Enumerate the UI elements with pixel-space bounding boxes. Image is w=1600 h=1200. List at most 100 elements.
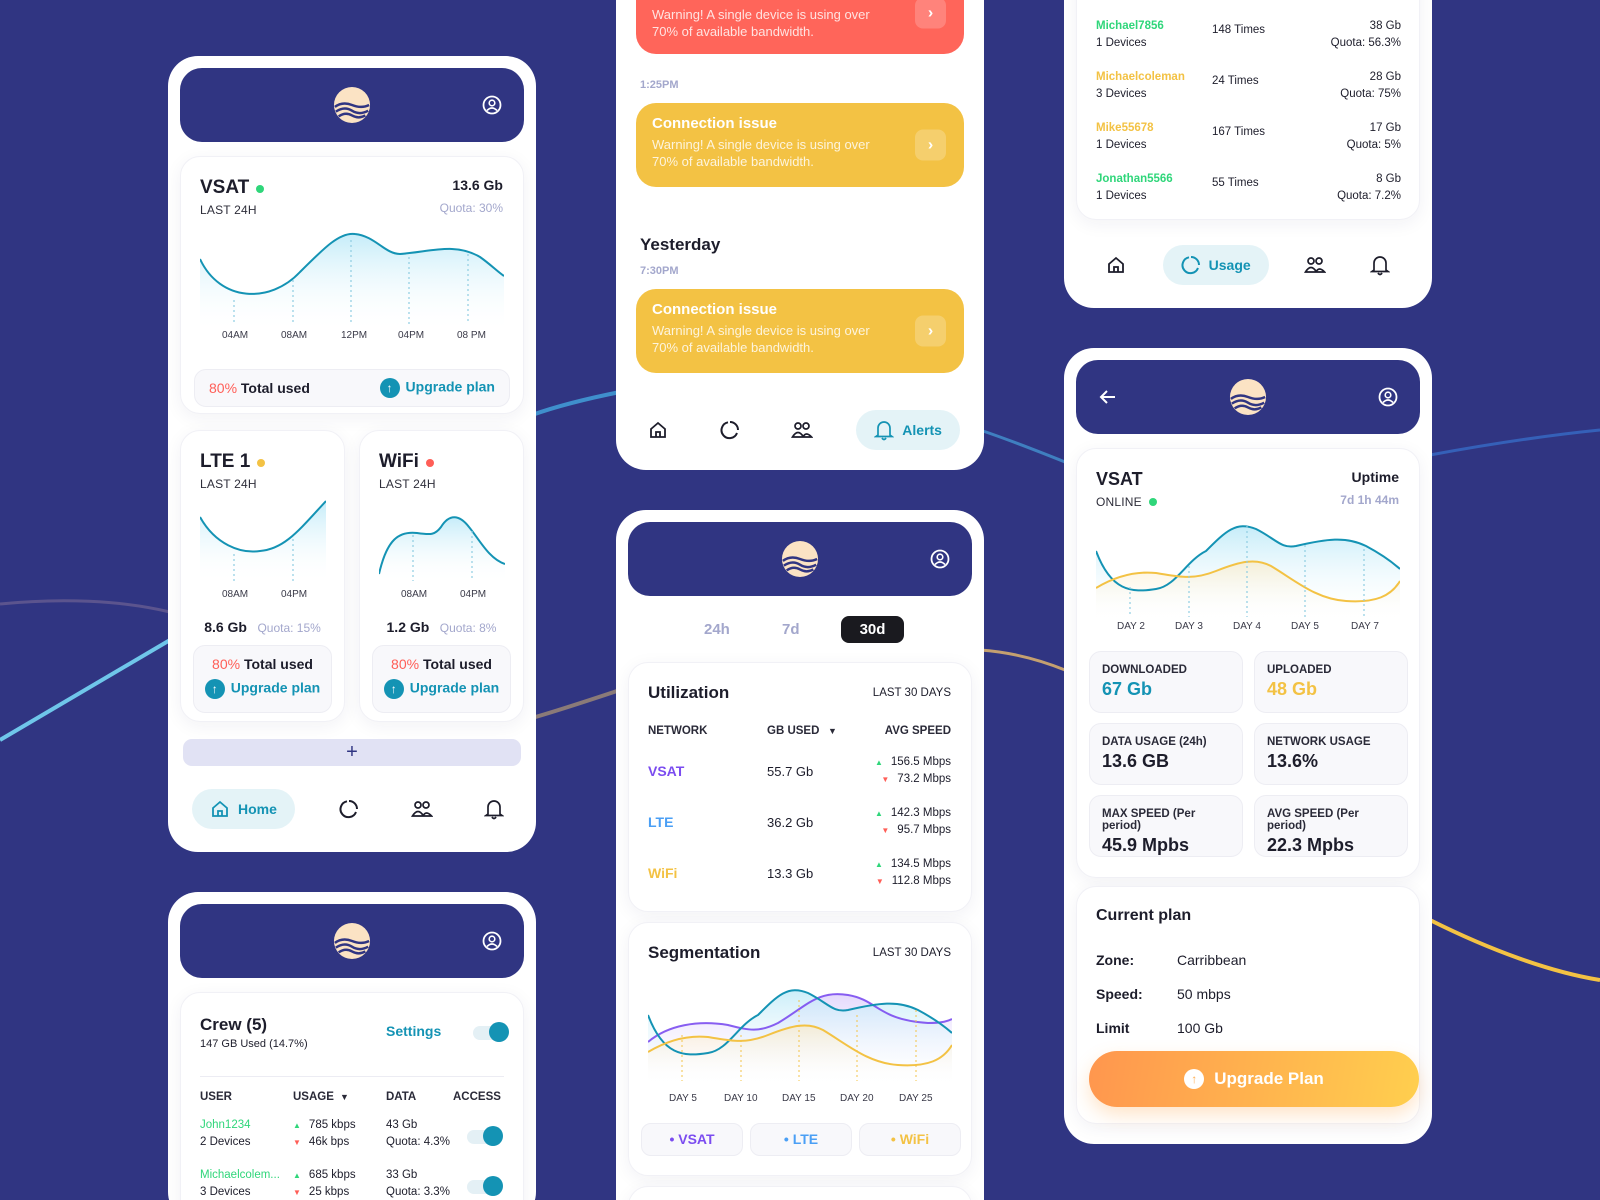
wifi-card[interactable]: WiFi LAST 24H 08AM 04PM 1.2 Gb Quota: 8%… — [359, 430, 524, 722]
nav-crew[interactable] — [784, 412, 820, 448]
alert-card-warning[interactable]: Connection issue Warning! A single devic… — [636, 103, 964, 187]
table-row[interactable]: Michaelcolem... 3 Devices ▲ 685 kbps ▼ 25 kb… — [200, 1167, 506, 1200]
status-dot-online — [256, 184, 265, 193]
tab-30d[interactable]: 30d — [841, 616, 904, 643]
crew-subtitle: 147 GB Used (14.7%) — [200, 1038, 308, 1050]
table-row[interactable]: John1234 2 Devices ▲ 785 kbps ▼ 46k bps 43 G… — [200, 1117, 506, 1157]
legend-vsat[interactable]: • VSAT — [641, 1123, 743, 1156]
table-row[interactable]: WiFi 13.3 Gb ▲ 134.5 Mbps ▼ 112.8 Mbps — [648, 856, 951, 890]
profile-icon[interactable] — [482, 931, 502, 951]
nav-crew[interactable] — [404, 791, 440, 827]
vsat-card[interactable]: VSAT LAST 24H 13.6 Gb Quota: 30% 04AM 08… — [180, 156, 524, 414]
profile-icon[interactable] — [930, 549, 950, 569]
nav-usage[interactable] — [331, 791, 367, 827]
status-dot-offline — [425, 458, 434, 467]
col-gb-used[interactable]: GB USED — [767, 725, 820, 737]
chevron-right-icon[interactable]: › — [915, 315, 946, 347]
user-name[interactable]: Jonathan5566 — [1096, 173, 1173, 185]
upgrade-plan-button[interactable]: ↑ Upgrade Plan — [1089, 1051, 1419, 1107]
nav-usage[interactable]: Usage — [1162, 245, 1269, 285]
uptime-value: 7d 1h 44m — [1340, 493, 1399, 507]
divider — [200, 1076, 504, 1077]
upgrade-plan-link[interactable]: ↑ Upgrade plan — [379, 378, 495, 398]
access-toggle[interactable] — [467, 1176, 503, 1196]
data-value: 8.6 Gb — [204, 619, 247, 635]
login-count: 167 Times — [1212, 126, 1266, 138]
used-percent: 80% — [212, 656, 241, 672]
quota-label: Quota: 15% — [257, 621, 321, 635]
stat-label: NETWORK USAGE — [1267, 736, 1371, 748]
segmentation-card: Segmentation LAST 30 DAYS DAY 5 DAY 10 D… — [628, 922, 972, 1176]
access-toggle[interactable] — [467, 1126, 503, 1146]
legend-label: WiFi — [899, 1131, 930, 1147]
arrow-down-icon: ▼ — [875, 877, 884, 886]
bottom-nav: Alerts — [640, 410, 960, 450]
axis-label: 12PM — [341, 330, 368, 341]
login-count: 148 Times — [1212, 24, 1266, 36]
axis-label: DAY 10 — [724, 1093, 758, 1104]
chevron-right-icon[interactable]: › — [915, 129, 946, 161]
upgrade-plan-link[interactable]: ↑ Upgrade plan — [373, 679, 510, 699]
user-name[interactable]: Mike55678 — [1096, 122, 1154, 134]
table-row[interactable]: Mike55678 1 Devices 167 Times 17 Gb Quota:… — [1096, 120, 1401, 156]
profile-icon[interactable] — [1378, 387, 1398, 407]
crew-title: Crew (5) — [200, 1015, 268, 1034]
next-card — [628, 1186, 972, 1200]
table-row[interactable]: Michaelcoleman 3 Devices 24 Times 28 Gb Qu… — [1096, 69, 1401, 105]
legend-wifi[interactable]: • WiFi — [859, 1123, 961, 1156]
nav-crew[interactable] — [1297, 247, 1333, 283]
col-usage[interactable]: USAGE — [293, 1091, 334, 1103]
data-used: 38 Gb — [1369, 20, 1401, 32]
table-row[interactable]: Michael7856 1 Devices 148 Times 38 Gb Quot… — [1096, 18, 1401, 54]
col-user: USER — [200, 1091, 232, 1103]
back-arrow-icon[interactable] — [1098, 387, 1118, 407]
alert-card-critical[interactable]: Warning! A single device is using over 7… — [636, 0, 964, 54]
sort-caret-icon[interactable]: ▼ — [828, 726, 837, 736]
col-avg-speed: AVG SPEED — [884, 725, 951, 737]
alert-title: Connection issue — [652, 301, 778, 318]
upgrade-plan-link[interactable]: ↑ Upgrade plan — [194, 679, 331, 699]
table-row[interactable]: Jonathan5566 1 Devices 55 Times 8 Gb Quota… — [1096, 171, 1401, 207]
user-name[interactable]: Michaelcoleman — [1096, 71, 1185, 83]
nav-alerts[interactable] — [476, 791, 512, 827]
chevron-right-icon[interactable]: › — [915, 0, 946, 29]
range-label: LAST 30 DAYS — [872, 947, 951, 959]
arrow-up-icon: ↑ — [1184, 1069, 1205, 1089]
app-logo-icon — [333, 86, 371, 124]
sort-caret-icon[interactable]: ▼ — [340, 1092, 349, 1102]
tab-24h[interactable]: 24h — [704, 621, 730, 638]
add-network-button[interactable]: + — [183, 739, 521, 766]
bell-icon — [1370, 256, 1390, 276]
legend-lte[interactable]: • LTE — [750, 1123, 852, 1156]
arrow-up-icon: ↑ — [383, 679, 404, 699]
used-label: Total used — [422, 656, 492, 672]
nav-alerts[interactable]: Alerts — [856, 410, 960, 450]
nav-label: Home — [238, 801, 277, 817]
alert-card-warning[interactable]: Connection issue Warning! A single devic… — [636, 289, 964, 373]
stat-value: 67 Gb — [1102, 679, 1153, 699]
nav-label: Usage — [1208, 257, 1251, 273]
lte-card[interactable]: LTE 1 LAST 24H 08AM 04PM 8.6 Gb Quota: 1… — [180, 430, 345, 722]
nav-home[interactable] — [1098, 247, 1134, 283]
table-row[interactable]: VSAT 55.7 Gb ▲ 156.5 Mbps ▼ 73.2 Mbps — [648, 754, 951, 788]
user-name[interactable]: John1234 — [200, 1119, 251, 1131]
user-name[interactable]: Michael7856 — [1096, 20, 1164, 32]
tab-7d[interactable]: 7d — [782, 621, 800, 638]
axis-label: DAY 20 — [840, 1093, 874, 1104]
usage-ring-icon — [1181, 256, 1200, 275]
legend-dot: • — [890, 1131, 896, 1147]
nav-alerts[interactable] — [1362, 247, 1398, 283]
speed-value: 50 mbps — [1177, 986, 1231, 1002]
nav-home[interactable]: Home — [192, 789, 295, 829]
crew-toggle[interactable] — [473, 1022, 509, 1042]
user-name[interactable]: Michaelcolem... — [200, 1169, 280, 1181]
quota: Quota: 4.3% — [386, 1136, 450, 1148]
nav-usage[interactable] — [712, 412, 748, 448]
network-name: WiFi — [648, 865, 678, 881]
profile-icon[interactable] — [482, 95, 502, 115]
table-row[interactable]: LTE 36.2 Gb ▲ 142.3 Mbps ▼ 95.7 Mbps — [648, 805, 951, 839]
settings-link[interactable]: Settings — [386, 1023, 442, 1039]
nav-home[interactable] — [640, 412, 676, 448]
quota-label: Quota: 30% — [439, 201, 503, 215]
